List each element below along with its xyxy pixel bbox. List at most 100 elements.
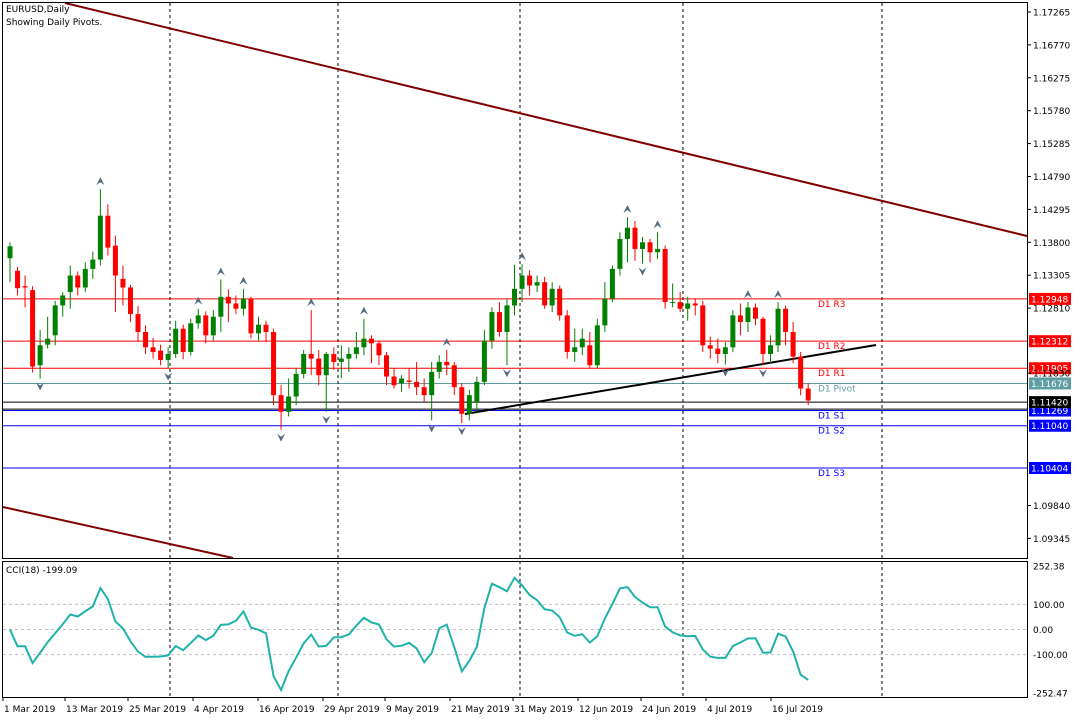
cci-tick-label: -100.00 [1033,651,1068,661]
candle-body [233,303,239,309]
pivot-price-label: 1.10404 [1031,465,1068,475]
price-tick-label: 1.09840 [1033,502,1070,512]
candle-body [301,353,307,374]
current-price-label: 1.11420 [1031,399,1068,409]
pivot-name-label: D1 R3 [818,300,846,310]
chart-frame [2,2,1028,698]
candle-body [647,242,653,253]
candle-body [97,215,103,260]
price-tick-label: 1.13800 [1033,239,1070,249]
candle-body [677,302,683,309]
candle-body [376,343,382,356]
candle-body [617,238,623,269]
candle-body [105,215,111,248]
time-axis: 1 Mar 2019 13 Mar 2019 25 Mar 2019 4 Apr 20… [2,697,823,715]
candle-body [715,348,721,354]
fractal-up-arrow [216,267,225,276]
pivot-name-label: D1 S2 [818,427,845,437]
chart-subtitle: Showing Daily Pivots. [6,18,102,28]
candle-body [323,353,329,376]
time-tick-label: 1 Mar 2019 [4,705,56,715]
pivot-price-label: 1.11676 [1031,380,1068,390]
fractal-up-arrow [774,290,783,299]
candle-body [459,387,465,414]
time-tick-label: 16 Jul 2019 [772,705,823,715]
candle-body [790,332,796,357]
cci-line [9,576,809,693]
candle-body [90,259,96,269]
cci-label: CCI(18) -199.09 [6,566,78,576]
candle-body [557,288,563,316]
candle-body [707,345,713,349]
candle-body [549,288,555,306]
candle-body [527,275,533,286]
candle-body [255,324,261,334]
price-tick-label: 1.14790 [1033,173,1070,183]
price-tick-label: 1.17265 [1033,8,1070,18]
pivot-name-label: D1 S3 [818,469,845,479]
candle-body [368,338,374,344]
fractal-up-arrow [743,290,752,299]
candle-body [692,303,698,306]
candle-body [37,345,43,366]
candle-body [150,347,156,352]
candle-body [542,282,548,306]
candle-body [414,381,420,388]
cci-tick-label: -252.47 [1033,690,1068,700]
fractal-down-arrow [164,372,173,381]
candle-body [225,296,231,304]
cci-tick-label: 0.00 [1033,626,1053,636]
candle-body [730,315,736,348]
candle-body [67,275,73,293]
fractal-down-arrow [759,369,767,378]
candle-body [587,345,593,366]
candle-body [180,328,186,352]
time-tick-label: 13 Mar 2019 [66,705,123,715]
candle-body [655,248,661,253]
fractal-up-arrow [307,298,316,307]
pivot-price-label: 1.11040 [1031,422,1068,432]
candle-body [331,353,337,362]
pivot-price-label: 1.11269 [1031,407,1068,417]
candle-body [783,308,789,333]
fractal-up-arrow [623,205,632,214]
pivot-price-label: 1.12312 [1031,338,1068,348]
candle-body [15,270,21,289]
candle-body [384,355,389,377]
pivot-name-label: D1 Pivot [818,384,856,394]
candle-body [308,353,314,359]
candle-body [670,302,676,304]
vertical-gridlines [169,3,883,697]
candle-body [798,356,804,389]
candle-body [466,395,472,414]
time-tick-label: 4 Apr 2019 [194,705,244,715]
candle-body [579,338,585,348]
pivot-name-label: D1 S1 [818,412,845,422]
candle-body [519,275,525,289]
candle-body [143,332,149,348]
pivot-price-label: 1.12948 [1031,295,1068,305]
candle-body [75,275,81,288]
candle-body [489,312,495,341]
candle-body [534,282,540,286]
candle-body [640,242,646,249]
candle-body [722,347,728,354]
symbol-title: EURUSD,Daily [6,5,70,15]
candle-body [82,268,88,288]
candle-body [700,305,706,346]
candle-body [338,358,344,362]
fractal-up-arrow [653,220,662,229]
candle-body [60,295,66,306]
resistance-trendline [64,2,1028,237]
candle-body [444,361,450,366]
candle-body [594,325,600,366]
candle-body [624,227,630,239]
price-tick-label: 1.15285 [1033,140,1070,150]
candle-body [572,347,578,352]
fractal-down-arrow [638,267,647,276]
indicator-pane-border [2,561,1028,698]
pivot-price-box [1029,362,1071,375]
candle-body [210,316,216,336]
fractal-down-arrow [277,433,286,442]
